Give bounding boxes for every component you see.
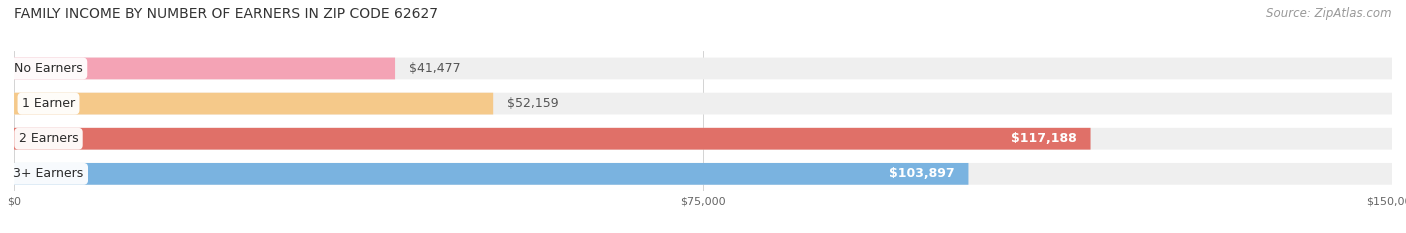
Text: $41,477: $41,477 [409,62,461,75]
FancyBboxPatch shape [14,128,1091,150]
Text: $103,897: $103,897 [889,167,955,180]
Text: $52,159: $52,159 [508,97,558,110]
Text: 1 Earner: 1 Earner [22,97,75,110]
Text: $117,188: $117,188 [1011,132,1077,145]
FancyBboxPatch shape [14,93,1392,114]
FancyBboxPatch shape [14,93,494,114]
Text: No Earners: No Earners [14,62,83,75]
Text: 2 Earners: 2 Earners [18,132,79,145]
FancyBboxPatch shape [14,58,1392,79]
FancyBboxPatch shape [14,163,1392,185]
FancyBboxPatch shape [14,58,395,79]
Text: FAMILY INCOME BY NUMBER OF EARNERS IN ZIP CODE 62627: FAMILY INCOME BY NUMBER OF EARNERS IN ZI… [14,7,439,21]
FancyBboxPatch shape [14,163,969,185]
Text: Source: ZipAtlas.com: Source: ZipAtlas.com [1267,7,1392,20]
FancyBboxPatch shape [14,128,1392,150]
Text: 3+ Earners: 3+ Earners [14,167,83,180]
